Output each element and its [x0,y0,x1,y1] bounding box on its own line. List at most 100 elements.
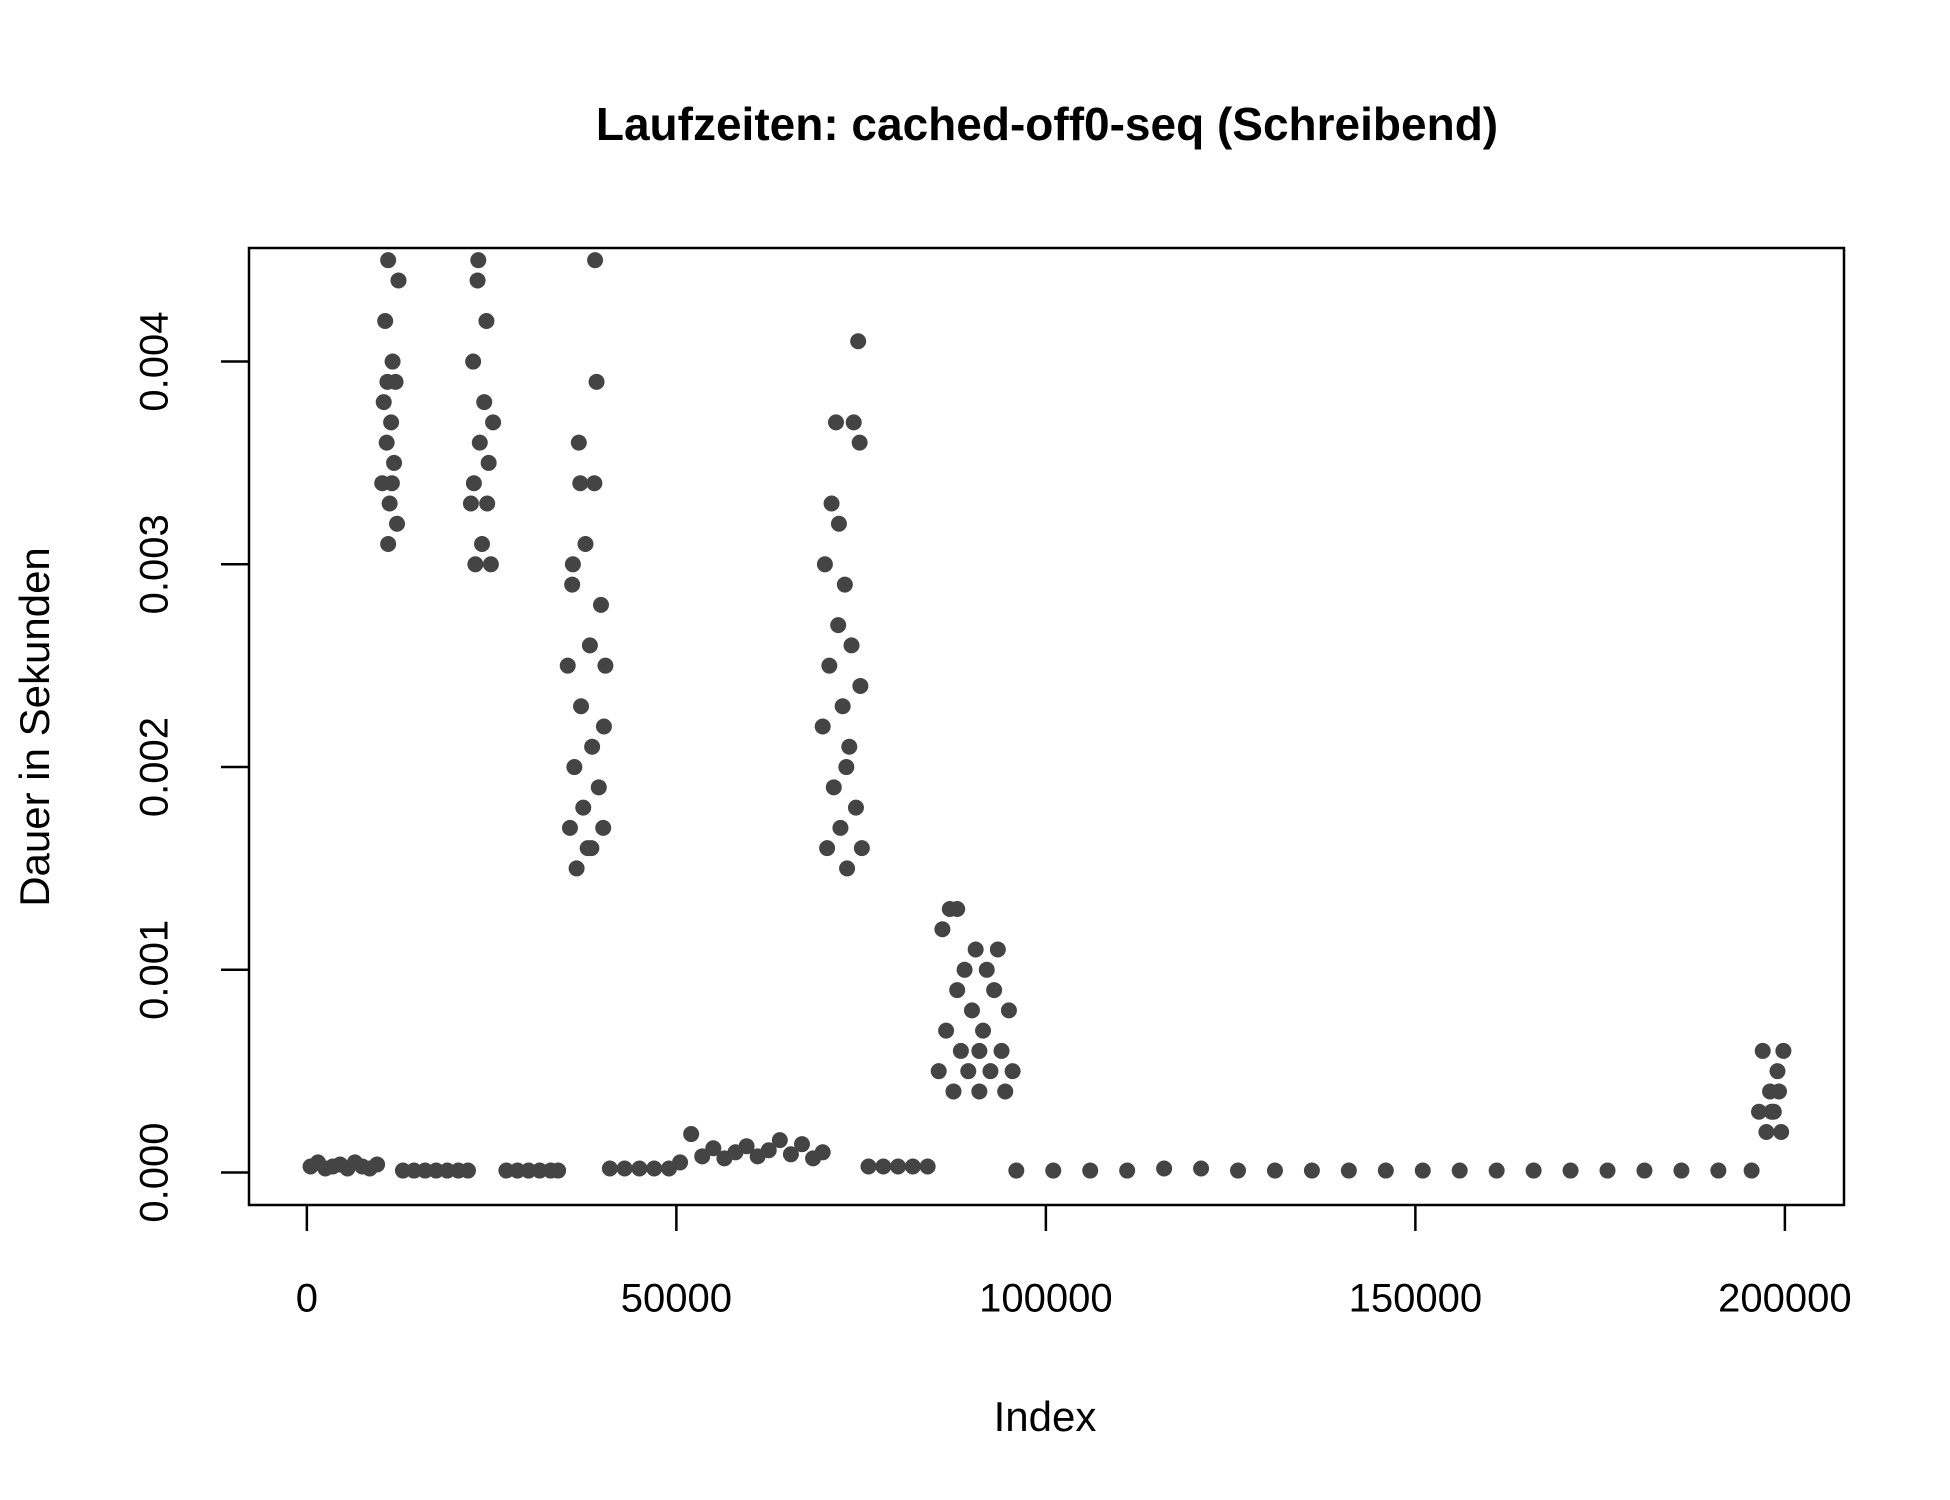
point [963,1002,980,1019]
point [470,252,487,269]
x-tick-label: 100000 [979,1277,1112,1321]
point [843,637,860,654]
point [952,1042,969,1059]
point [956,961,973,978]
point [1008,1162,1025,1179]
point [1770,1083,1787,1100]
point [705,1140,722,1157]
point [1377,1162,1394,1179]
point [814,1144,831,1161]
point [561,819,578,836]
point [573,698,590,715]
point [738,1138,755,1155]
point [587,252,604,269]
point [823,495,840,512]
point [520,1162,537,1179]
point [919,1158,936,1175]
point [827,414,844,431]
point [1599,1162,1616,1179]
point [375,394,392,411]
point [978,961,995,978]
point [838,759,855,776]
point [971,1083,988,1100]
point [949,900,966,917]
point [816,556,833,573]
point [531,1162,548,1179]
point [934,921,951,938]
point [672,1154,689,1171]
point [417,1162,434,1179]
point [938,1022,955,1039]
point [439,1162,456,1179]
point [832,819,849,836]
point [930,1063,947,1080]
point [821,657,838,674]
point [1710,1162,1727,1179]
point [584,738,601,755]
point [581,637,598,654]
point [1266,1162,1283,1179]
point [1769,1063,1786,1080]
point [1488,1162,1505,1179]
point [394,1162,411,1179]
point [830,515,847,532]
point [960,1063,977,1080]
x-tick-label: 200000 [1718,1277,1851,1321]
point [1193,1160,1210,1177]
point [597,657,614,674]
point [482,556,499,573]
y-tick-label: 0.000 [133,1123,177,1223]
point [1414,1162,1431,1179]
point [890,1158,907,1175]
x-tick-label: 0 [296,1277,318,1321]
point [1636,1162,1653,1179]
point [1525,1162,1542,1179]
point [550,1162,567,1179]
point [485,414,502,431]
point [853,840,870,857]
chart-title: Laufzeiten: cached-off0-seq (Schreibend) [596,98,1498,150]
point [993,1042,1010,1059]
point [851,434,868,451]
point [989,941,1006,958]
point [590,779,607,796]
point [1303,1162,1320,1179]
point [852,677,869,694]
point [945,1083,962,1100]
point [480,454,497,471]
point [592,596,609,613]
point [498,1162,515,1179]
point [1773,1124,1790,1141]
point [380,536,397,553]
y-tick-label: 0.001 [133,920,177,1020]
point [583,840,600,857]
point [1754,1042,1771,1059]
point [836,576,853,593]
point [850,333,867,350]
point [631,1160,648,1177]
point [1758,1124,1775,1141]
point [975,1022,992,1039]
point [847,799,864,816]
point [771,1132,788,1149]
point [572,475,589,492]
point [1673,1162,1690,1179]
point [465,353,482,370]
point [683,1126,700,1143]
point [595,718,612,735]
point [834,698,851,715]
point [566,759,583,776]
point [1763,1103,1780,1120]
point [564,556,581,573]
point [476,394,493,411]
point [568,860,585,877]
point [782,1146,799,1163]
point [971,1042,988,1059]
point [839,860,856,877]
point [830,617,847,634]
point [575,799,592,816]
point [1775,1042,1792,1059]
point [471,434,488,451]
point [390,272,407,289]
